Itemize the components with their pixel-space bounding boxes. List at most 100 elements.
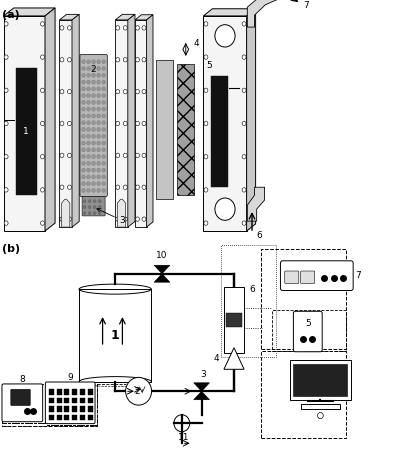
Circle shape	[102, 101, 105, 104]
Circle shape	[82, 60, 85, 64]
Text: 2: 2	[91, 65, 96, 74]
FancyBboxPatch shape	[72, 389, 77, 395]
FancyBboxPatch shape	[57, 389, 61, 395]
Text: 3: 3	[97, 209, 125, 225]
Circle shape	[97, 60, 101, 64]
FancyBboxPatch shape	[301, 271, 315, 283]
Circle shape	[82, 121, 85, 124]
FancyBboxPatch shape	[80, 398, 85, 403]
Circle shape	[123, 217, 127, 221]
Circle shape	[82, 134, 85, 138]
Circle shape	[40, 155, 44, 159]
Circle shape	[97, 189, 101, 193]
Circle shape	[97, 175, 101, 179]
Circle shape	[83, 212, 86, 215]
Circle shape	[123, 58, 127, 62]
Circle shape	[60, 185, 64, 189]
Circle shape	[204, 55, 208, 59]
Text: 2: 2	[134, 387, 140, 396]
Circle shape	[97, 114, 101, 118]
Circle shape	[67, 58, 71, 62]
Circle shape	[116, 153, 120, 157]
Polygon shape	[211, 76, 228, 187]
Circle shape	[98, 206, 101, 209]
Circle shape	[242, 22, 246, 26]
Circle shape	[174, 415, 190, 432]
FancyBboxPatch shape	[82, 196, 105, 216]
Circle shape	[97, 141, 101, 145]
Circle shape	[92, 101, 95, 104]
Circle shape	[92, 182, 95, 186]
Circle shape	[87, 114, 90, 118]
Circle shape	[87, 67, 90, 70]
Circle shape	[92, 60, 95, 64]
Circle shape	[102, 128, 105, 132]
Circle shape	[92, 74, 95, 77]
Circle shape	[97, 148, 101, 152]
Circle shape	[87, 87, 90, 91]
Circle shape	[87, 161, 90, 166]
Circle shape	[87, 107, 90, 111]
Circle shape	[67, 153, 71, 157]
Circle shape	[204, 155, 208, 159]
Circle shape	[102, 114, 105, 118]
Circle shape	[93, 212, 96, 215]
Polygon shape	[59, 14, 79, 20]
Circle shape	[93, 206, 96, 209]
Circle shape	[116, 58, 120, 62]
Circle shape	[82, 182, 85, 186]
Circle shape	[102, 80, 105, 84]
Circle shape	[92, 121, 95, 124]
Text: 4: 4	[193, 38, 199, 47]
Circle shape	[4, 55, 8, 59]
Circle shape	[87, 148, 90, 152]
Circle shape	[82, 168, 85, 172]
Circle shape	[87, 60, 90, 64]
Circle shape	[135, 89, 139, 94]
Circle shape	[204, 22, 208, 26]
FancyBboxPatch shape	[285, 271, 299, 283]
Text: (a): (a)	[2, 10, 19, 20]
Circle shape	[92, 94, 95, 97]
Circle shape	[102, 141, 105, 145]
FancyBboxPatch shape	[65, 415, 69, 420]
FancyBboxPatch shape	[280, 261, 353, 290]
Polygon shape	[147, 15, 153, 227]
Circle shape	[135, 185, 139, 189]
Circle shape	[98, 212, 101, 215]
Polygon shape	[154, 274, 170, 282]
Polygon shape	[115, 14, 135, 20]
FancyBboxPatch shape	[88, 415, 93, 420]
Circle shape	[102, 161, 105, 166]
Circle shape	[242, 155, 246, 159]
Circle shape	[123, 185, 127, 189]
Polygon shape	[59, 20, 72, 227]
Polygon shape	[79, 289, 151, 382]
Circle shape	[135, 217, 139, 221]
FancyBboxPatch shape	[65, 398, 69, 403]
Text: 7: 7	[303, 1, 309, 10]
Circle shape	[88, 206, 91, 209]
Circle shape	[92, 128, 95, 132]
Circle shape	[4, 22, 8, 26]
Circle shape	[87, 134, 90, 138]
Circle shape	[242, 121, 246, 126]
Circle shape	[116, 121, 120, 126]
Circle shape	[82, 107, 85, 111]
Circle shape	[67, 185, 71, 189]
Circle shape	[116, 89, 120, 94]
Circle shape	[4, 188, 8, 192]
FancyBboxPatch shape	[46, 382, 95, 423]
Polygon shape	[248, 0, 281, 27]
FancyBboxPatch shape	[88, 398, 93, 403]
Circle shape	[242, 88, 246, 92]
FancyBboxPatch shape	[226, 313, 242, 327]
Text: 5: 5	[207, 61, 212, 70]
Circle shape	[98, 200, 101, 203]
Polygon shape	[61, 199, 70, 227]
Circle shape	[82, 189, 85, 193]
FancyBboxPatch shape	[293, 311, 322, 352]
Circle shape	[92, 175, 95, 179]
Text: 1: 1	[23, 127, 29, 136]
Circle shape	[67, 217, 71, 221]
